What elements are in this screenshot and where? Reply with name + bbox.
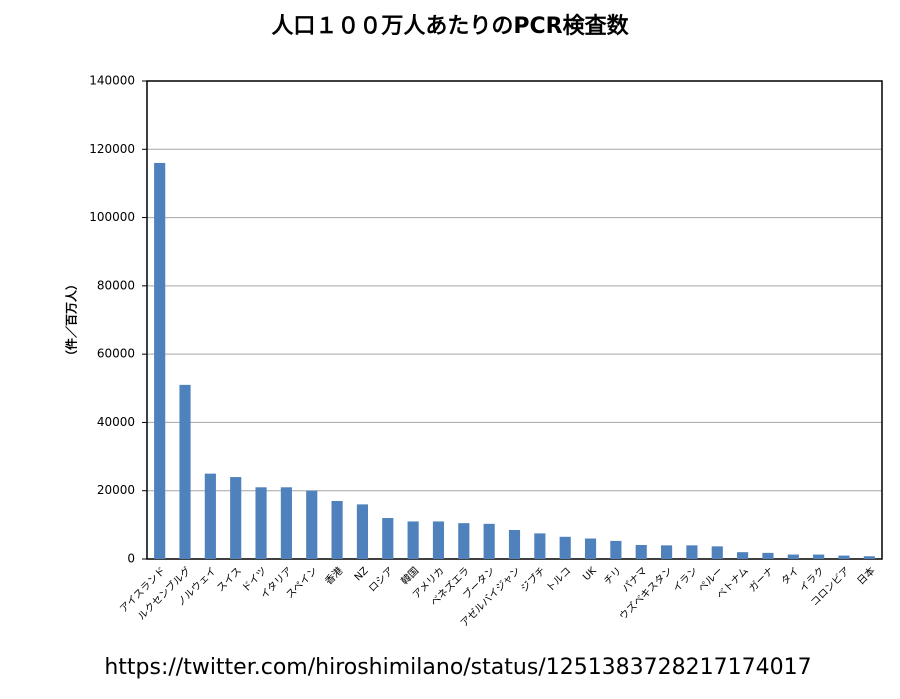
x-tick-label: 日本 xyxy=(854,564,877,587)
x-tick-label: ロシア xyxy=(367,565,396,594)
bar xyxy=(686,545,698,559)
bar xyxy=(813,554,825,559)
x-tick-label: イラン xyxy=(670,565,700,595)
x-tick-label: スイス xyxy=(215,565,244,594)
y-tick-label: 0 xyxy=(127,552,135,566)
bar xyxy=(584,538,597,559)
x-tick-label: トルコ xyxy=(545,565,574,594)
x-tick-label: 韓国 xyxy=(399,565,422,588)
x-tick-label: ジブチ xyxy=(518,564,548,594)
x-tick-label: チリ xyxy=(601,565,624,588)
bar xyxy=(230,477,242,559)
bar xyxy=(280,487,292,559)
y-tick-label: 120000 xyxy=(89,142,135,156)
bar xyxy=(356,504,369,559)
bar xyxy=(204,473,216,559)
y-tick-label: 100000 xyxy=(89,210,135,224)
bar xyxy=(154,162,166,559)
bar xyxy=(660,545,673,559)
bar xyxy=(306,490,318,559)
y-tick-label: 40000 xyxy=(97,415,135,429)
bar xyxy=(483,523,495,559)
x-tick-label: UK xyxy=(581,565,599,583)
bar xyxy=(762,552,774,559)
bar xyxy=(407,521,419,559)
x-tick-label: タイ xyxy=(779,565,802,588)
bar xyxy=(787,554,799,559)
bar xyxy=(711,546,723,559)
source: https://twitter.com/hiroshimilano/status… xyxy=(104,655,811,680)
bar xyxy=(838,555,850,559)
x-tick-label: NZ xyxy=(353,565,371,583)
bar xyxy=(635,545,647,559)
bar xyxy=(863,556,875,559)
bar xyxy=(534,533,546,559)
bar xyxy=(179,384,191,559)
x-tick-label: ガーナ xyxy=(746,565,776,595)
bar xyxy=(255,487,267,559)
y-axis-label: （件／百万人） xyxy=(64,278,79,362)
y-tick-label: 140000 xyxy=(89,74,135,88)
bar xyxy=(559,536,571,559)
bar xyxy=(737,552,749,559)
y-tick-label: 80000 xyxy=(97,278,135,292)
x-tick-label: 香港 xyxy=(323,565,346,588)
bar xyxy=(331,500,343,559)
y-tick-label: 20000 xyxy=(97,483,135,497)
bar xyxy=(458,523,470,559)
bar xyxy=(610,540,622,559)
y-tick-label: 60000 xyxy=(97,347,135,361)
bar xyxy=(382,518,394,559)
bar xyxy=(508,529,521,559)
chart-title: 人口１００万人あたりのPCR検査数 xyxy=(271,13,629,39)
bar xyxy=(432,521,445,559)
